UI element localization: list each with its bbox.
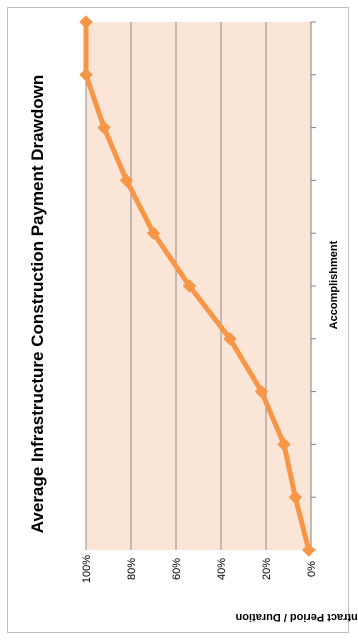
data-point (254, 384, 269, 399)
y-tick-label: 0% (306, 561, 318, 577)
y-axis-label: Contract Period / Duration (235, 611, 358, 623)
data-point (182, 279, 197, 293)
data-point (79, 15, 93, 29)
axis-ticks: 0% 20% 40% 60% 80% 100% (81, 21, 318, 583)
y-tick-label: 80% (126, 558, 138, 580)
plot-background (86, 22, 311, 550)
data-point (97, 120, 111, 135)
data-point (119, 173, 134, 188)
data-point (288, 490, 302, 504)
y-tick-label: 20% (261, 558, 273, 580)
data-point (146, 226, 161, 240)
y-tick-label: 60% (171, 558, 183, 580)
data-point (277, 437, 291, 452)
chart-title: Average Infrastructure Construction Paym… (28, 75, 47, 533)
gridlines (85, 22, 267, 550)
x-axis-label: Accomplishment (328, 240, 340, 329)
y-tick-label: 40% (216, 558, 228, 580)
data-point (302, 543, 316, 557)
data-point (79, 68, 93, 82)
data-point (223, 332, 237, 346)
series-layer (79, 15, 316, 557)
plot-area (86, 22, 311, 550)
labels: Average Infrastructure Construction Paym… (28, 75, 358, 623)
y-tick-label: 100% (81, 555, 93, 583)
